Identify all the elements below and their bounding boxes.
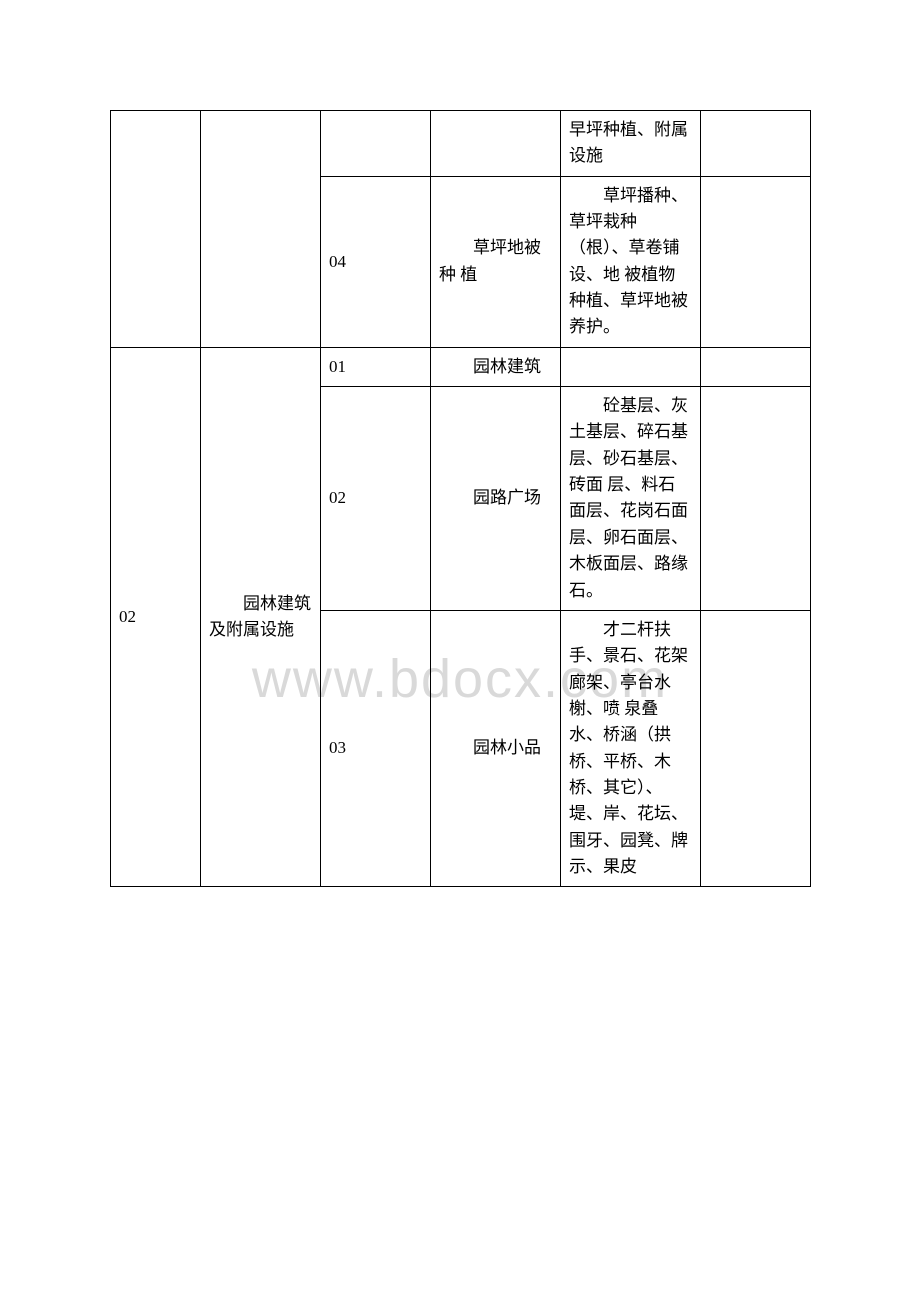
cell-remark bbox=[701, 610, 811, 886]
cell-sub-code: 04 bbox=[321, 176, 431, 347]
cell-sub-code: 01 bbox=[321, 347, 431, 386]
cell-sub-code bbox=[321, 111, 431, 177]
cell-description bbox=[561, 347, 701, 386]
table-row: 02 园林建筑及附属设施 01 园林建筑 bbox=[111, 347, 811, 386]
cell-category-code: 02 bbox=[111, 347, 201, 887]
cell-description: 草坪播种、草坪栽种（根）、草卷铺设、地 被植物种植、草坪地被养护。 bbox=[561, 176, 701, 347]
cell-sub-name bbox=[431, 111, 561, 177]
cell-category-code bbox=[111, 111, 201, 348]
cell-description: 早坪种植、附属设施 bbox=[561, 111, 701, 177]
cell-category-name: 园林建筑及附属设施 bbox=[201, 347, 321, 887]
cell-sub-name: 草坪地被种 植 bbox=[431, 176, 561, 347]
cell-sub-code: 02 bbox=[321, 387, 431, 611]
cell-sub-name: 园林小品 bbox=[431, 610, 561, 886]
cell-sub-name: 园林建筑 bbox=[431, 347, 561, 386]
cell-remark bbox=[701, 347, 811, 386]
page-content: 早坪种植、附属设施 04 草坪地被种 植 草坪播种、草坪栽种（根）、草卷铺设、地… bbox=[0, 0, 920, 887]
cell-category-name bbox=[201, 111, 321, 348]
data-table: 早坪种植、附属设施 04 草坪地被种 植 草坪播种、草坪栽种（根）、草卷铺设、地… bbox=[110, 110, 811, 887]
cell-sub-code: 03 bbox=[321, 610, 431, 886]
cell-remark bbox=[701, 111, 811, 177]
cell-remark bbox=[701, 387, 811, 611]
cell-description: 才二杆扶手、景石、花架廊架、亭台水榭、喷 泉叠水、桥涵（拱桥、平桥、木桥、其它）… bbox=[561, 610, 701, 886]
cell-description: 砼基层、灰土基层、碎石基层、砂石基层、砖面 层、料石面层、花岗石面层、卵石面层、… bbox=[561, 387, 701, 611]
cell-sub-name: 园路广场 bbox=[431, 387, 561, 611]
cell-remark bbox=[701, 176, 811, 347]
table-row: 早坪种植、附属设施 bbox=[111, 111, 811, 177]
